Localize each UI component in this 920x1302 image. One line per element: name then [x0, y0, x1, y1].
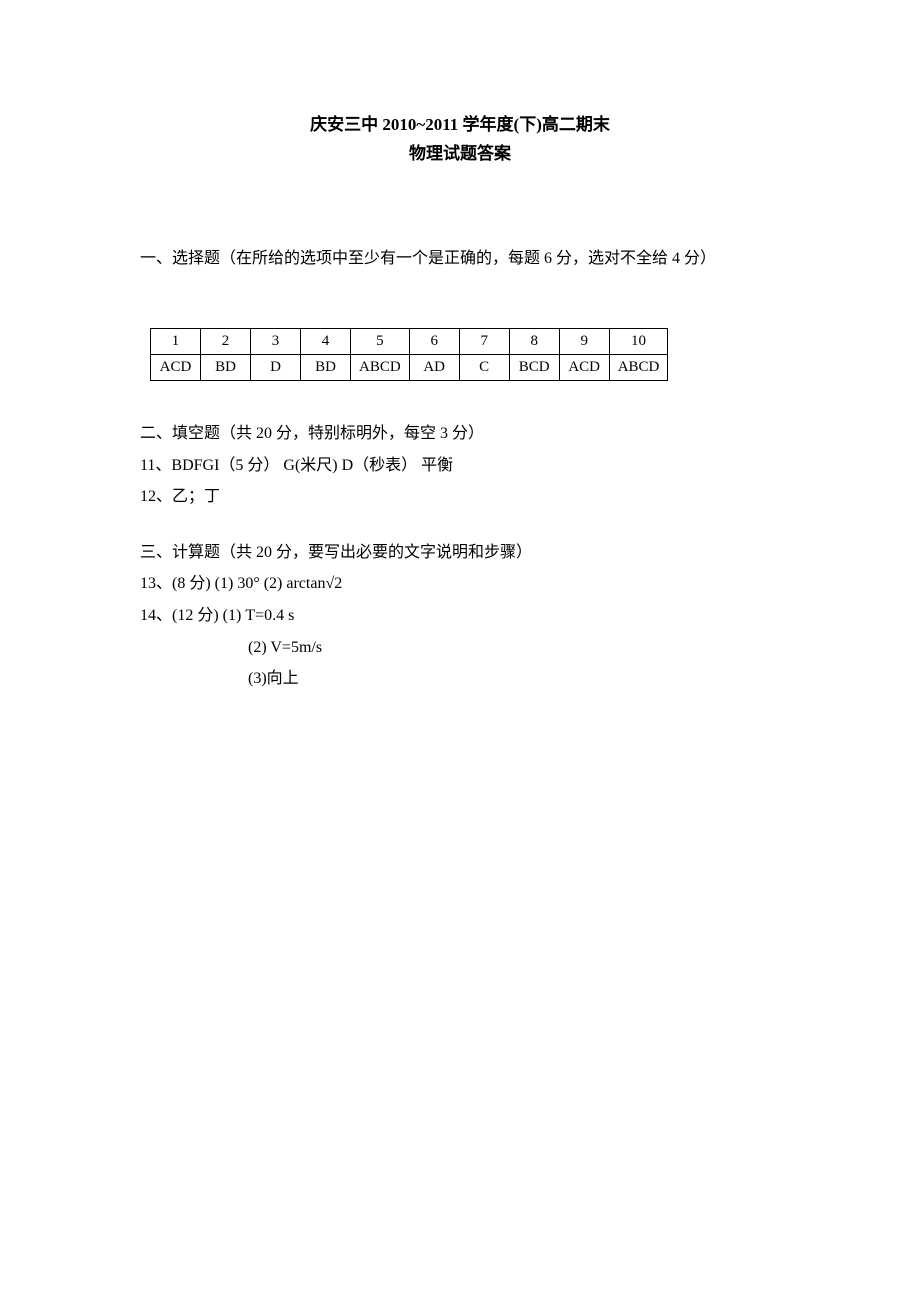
table-header-row: 1 2 3 4 5 6 7 8 9 10: [151, 329, 668, 355]
section1-heading: 一、选择题（在所给的选项中至少有一个是正确的，每题 6 分，选对不全给 4 分）: [140, 244, 780, 268]
answer-cell: C: [459, 355, 509, 381]
title-line1: 庆安三中 2010~2011 学年度(下)高二期末: [140, 110, 780, 135]
answer-14-2: (2) V=5m/s: [140, 635, 780, 661]
answer-13: 13、(8 分) (1) 30° (2) arctan√2: [140, 571, 780, 597]
answers-table: 1 2 3 4 5 6 7 8 9 10 ACD BD D BD ABCD AD…: [150, 328, 668, 381]
section3-heading: 三、计算题（共 20 分，要写出必要的文字说明和步骤）: [140, 540, 780, 566]
answer-cell: ABCD: [609, 355, 668, 381]
header-cell: 9: [559, 329, 609, 355]
section2-heading: 二、填空题（共 20 分，特别标明外，每空 3 分）: [140, 421, 780, 447]
header-cell: 3: [251, 329, 301, 355]
answer-cell: BCD: [509, 355, 559, 381]
answer-cell: D: [251, 355, 301, 381]
header-cell: 4: [301, 329, 351, 355]
header-cell: 7: [459, 329, 509, 355]
header-cell: 2: [201, 329, 251, 355]
section-2: 二、填空题（共 20 分，特别标明外，每空 3 分） 11、BDFGI（5 分）…: [140, 421, 780, 510]
header-cell: 1: [151, 329, 201, 355]
answer-cell: ACD: [151, 355, 201, 381]
answer-cell: ACD: [559, 355, 609, 381]
answer-cell: BD: [301, 355, 351, 381]
answer-cell: BD: [201, 355, 251, 381]
answer-14-1: 14、(12 分) (1) T=0.4 s: [140, 603, 780, 629]
section-1: 一、选择题（在所给的选项中至少有一个是正确的，每题 6 分，选对不全给 4 分）: [140, 244, 780, 268]
table-answer-row: ACD BD D BD ABCD AD C BCD ACD ABCD: [151, 355, 668, 381]
answer-11: 11、BDFGI（5 分） G(米尺) D（秒表） 平衡: [140, 453, 780, 479]
answer-12: 12、乙；丁: [140, 484, 780, 510]
section-3: 三、计算题（共 20 分，要写出必要的文字说明和步骤） 13、(8 分) (1)…: [140, 540, 780, 692]
answer-cell: ABCD: [351, 355, 410, 381]
header-cell: 8: [509, 329, 559, 355]
header-cell: 5: [351, 329, 410, 355]
header-cell: 10: [609, 329, 668, 355]
header-cell: 6: [409, 329, 459, 355]
answer-14-3: (3)向上: [140, 666, 780, 692]
title-line2: 物理试题答案: [140, 139, 780, 164]
answer-cell: AD: [409, 355, 459, 381]
